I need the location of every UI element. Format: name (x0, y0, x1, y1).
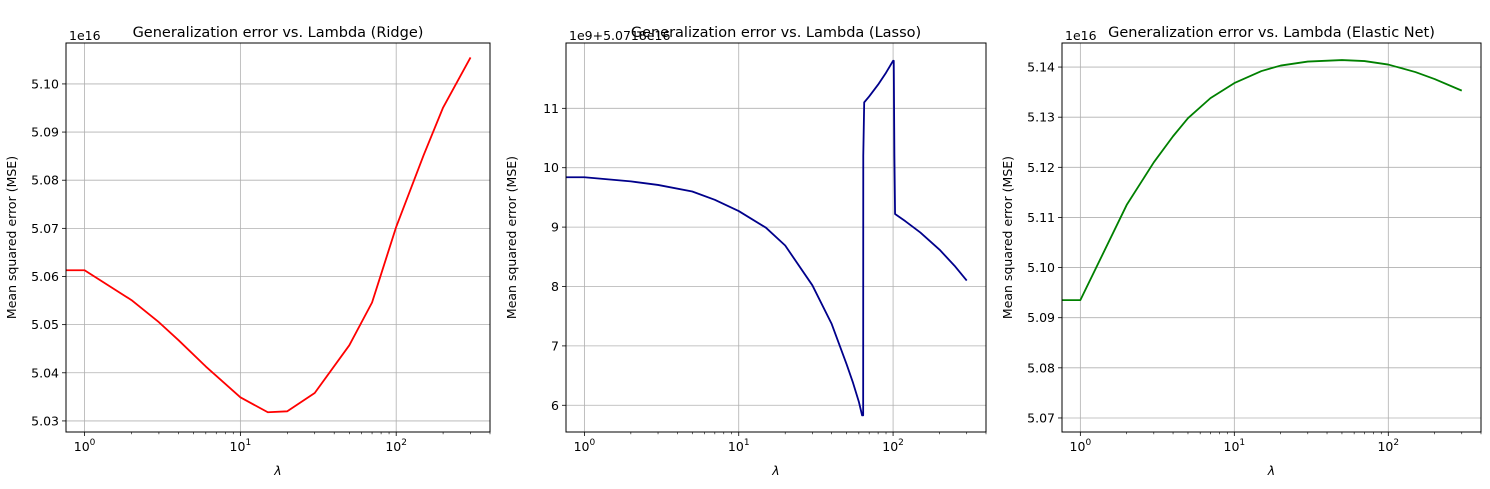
y-tick-label: 5.12 (1027, 160, 1055, 175)
x-tick-label: 100 (74, 438, 96, 454)
y-tick-label: 5.07 (31, 221, 59, 236)
plot-area-frame (65, 42, 491, 433)
x-tick-label: 102 (385, 438, 407, 454)
series-line (1062, 59, 1463, 302)
series-line (566, 59, 968, 417)
series-line (66, 57, 472, 414)
y-axis-label: Mean squared error (MSE) (504, 156, 519, 319)
gridlines (566, 43, 986, 432)
x-tick-label: 102 (882, 438, 904, 454)
y-axis-label: Mean squared error (MSE) (4, 156, 19, 319)
ticks: 100 101 102 5.07 5.08 5.09 5.10 5.11 5.12 5.13 5.1… (1027, 60, 1482, 454)
y-tick-label: 6 (551, 398, 559, 413)
y-tick-label: 7 (551, 338, 559, 353)
chart-panel-lasso: Generalization error vs. Lambda (Lasso) … (504, 25, 987, 478)
y-tick-label: 5.09 (31, 125, 59, 140)
y-tick-label: 5.08 (31, 173, 59, 188)
y-tick-label: 5.09 (1027, 310, 1055, 325)
y-tick-label: 5.10 (31, 76, 59, 91)
data-layer (66, 57, 472, 414)
x-tick-label: 101 (1224, 438, 1246, 454)
y-tick-label: 5.08 (1027, 360, 1055, 375)
gridlines (66, 43, 490, 432)
x-tick-label: 101 (728, 438, 750, 454)
y-tick-label: 10 (543, 160, 559, 175)
y-tick-label: 5.10 (1027, 260, 1055, 275)
y-offset-text: 1e16 (69, 28, 101, 43)
data-layer (1062, 59, 1463, 302)
x-axis-label: λ (771, 463, 779, 478)
ticks: 100 101 102 5.03 5.04 5.05 5.06 5.07 5.08 5.09 5.1… (31, 76, 491, 454)
x-tick-label: 102 (1377, 438, 1399, 454)
y-tick-label: 5.04 (31, 365, 59, 380)
plot-area-frame (565, 42, 987, 433)
y-tick-label: 5.13 (1027, 110, 1055, 125)
y-tick-label: 5.14 (1027, 60, 1055, 75)
y-tick-label: 5.11 (1027, 210, 1055, 225)
chart-panel-ridge: Generalization error vs. Lambda (Ridge) … (4, 25, 491, 478)
y-tick-label: 5.03 (31, 413, 59, 428)
x-tick-label: 100 (574, 438, 596, 454)
chart-title: Generalization error vs. Lambda (Ridge) (133, 25, 424, 41)
y-tick-label: 9 (551, 220, 559, 235)
gridlines (1062, 43, 1481, 432)
x-tick-label: 100 (1070, 438, 1092, 454)
y-tick-label: 8 (551, 279, 559, 294)
y-offset-text: 1e9+5.0718e16 (569, 28, 670, 43)
data-layer (566, 59, 968, 417)
y-tick-label: 11 (543, 101, 559, 116)
x-axis-label: λ (1267, 463, 1275, 478)
chart-title: Generalization error vs. Lambda (Lasso) (631, 25, 921, 41)
x-tick-label: 101 (230, 438, 252, 454)
y-tick-label: 5.05 (31, 317, 59, 332)
plot-area-frame (1061, 42, 1482, 433)
chart-panel-elastic-net: Generalization error vs. Lambda (Elastic… (1000, 25, 1482, 478)
x-axis-label: λ (273, 463, 281, 478)
ticks: 100 101 102 6 7 8 9 10 11 (543, 101, 987, 454)
y-axis-label: Mean squared error (MSE) (1000, 156, 1015, 319)
y-tick-label: 5.07 (1027, 410, 1055, 425)
y-offset-text: 1e16 (1065, 28, 1097, 43)
chart-title: Generalization error vs. Lambda (Elastic… (1108, 25, 1435, 41)
y-tick-label: 5.06 (31, 269, 59, 284)
